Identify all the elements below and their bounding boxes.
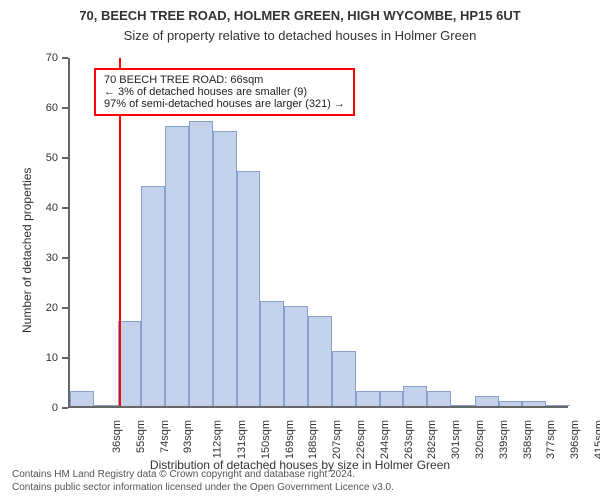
ytick-label: 60	[32, 102, 58, 114]
xtick-label: 169sqm	[284, 420, 296, 459]
histogram-bar	[213, 131, 237, 406]
histogram-bar	[403, 386, 427, 406]
histogram-bar	[499, 401, 523, 406]
histogram-bar	[94, 405, 118, 406]
ytick-label: 0	[32, 402, 58, 414]
xtick-label: 131sqm	[236, 420, 248, 459]
xtick-label: 93sqm	[182, 420, 194, 453]
info-box-line: 70 BEECH TREE ROAD: 66sqm	[104, 74, 345, 86]
xtick-label: 320sqm	[474, 420, 486, 459]
histogram-bar	[284, 306, 308, 406]
title-line-2: Size of property relative to detached ho…	[0, 28, 600, 43]
footer-attribution: Contains HM Land Registry data © Crown c…	[12, 469, 394, 494]
footer-line-2: Contains public sector information licen…	[12, 482, 394, 495]
xtick-label: 301sqm	[450, 420, 462, 459]
xtick-label: 150sqm	[260, 420, 272, 459]
histogram-bar	[165, 126, 189, 406]
ytick-mark	[62, 257, 68, 259]
histogram-bar	[475, 396, 499, 406]
xtick-label: 415sqm	[593, 420, 600, 459]
histogram-bar	[118, 321, 142, 406]
histogram-bar	[332, 351, 356, 406]
ytick-mark	[62, 207, 68, 209]
info-box-line: ← 3% of detached houses are smaller (9)	[104, 86, 345, 98]
xtick-label: 55sqm	[135, 420, 147, 453]
plot-area: 70 BEECH TREE ROAD: 66sqm← 3% of detache…	[68, 58, 568, 408]
xtick-label: 282sqm	[427, 420, 439, 459]
xtick-label: 188sqm	[308, 420, 320, 459]
histogram-bar	[380, 391, 404, 406]
ytick-label: 30	[32, 252, 58, 264]
title-line-1: 70, BEECH TREE ROAD, HOLMER GREEN, HIGH …	[0, 8, 600, 23]
histogram-bar	[70, 391, 94, 406]
property-info-box: 70 BEECH TREE ROAD: 66sqm← 3% of detache…	[94, 68, 355, 116]
ytick-mark	[62, 307, 68, 309]
ytick-mark	[62, 357, 68, 359]
xtick-label: 226sqm	[355, 420, 367, 459]
xtick-label: 263sqm	[403, 420, 415, 459]
ytick-label: 20	[32, 302, 58, 314]
histogram-bar	[260, 301, 284, 406]
xtick-label: 396sqm	[569, 420, 581, 459]
xtick-label: 377sqm	[546, 420, 558, 459]
ytick-label: 70	[32, 52, 58, 64]
histogram-bar	[451, 405, 475, 406]
footer-line-1: Contains HM Land Registry data © Crown c…	[12, 469, 394, 482]
histogram-bar	[427, 391, 451, 406]
xtick-label: 358sqm	[522, 420, 534, 459]
histogram-bar	[356, 391, 380, 406]
histogram-bar	[237, 171, 261, 406]
histogram-bar	[522, 401, 546, 406]
histogram-bar	[189, 121, 213, 406]
ytick-mark	[62, 57, 68, 59]
ytick-label: 10	[32, 352, 58, 364]
chart-container: 70, BEECH TREE ROAD, HOLMER GREEN, HIGH …	[0, 0, 600, 500]
histogram-bar	[141, 186, 165, 406]
histogram-bar	[308, 316, 332, 406]
xtick-label: 339sqm	[498, 420, 510, 459]
ytick-mark	[62, 407, 68, 409]
xtick-label: 207sqm	[331, 420, 343, 459]
xtick-label: 74sqm	[159, 420, 171, 453]
ytick-mark	[62, 107, 68, 109]
xtick-label: 36sqm	[111, 420, 123, 453]
ytick-mark	[62, 157, 68, 159]
histogram-bar	[546, 405, 570, 406]
info-box-line: 97% of semi-detached houses are larger (…	[104, 98, 345, 110]
xtick-label: 112sqm	[211, 420, 223, 458]
ytick-label: 40	[32, 202, 58, 214]
xtick-label: 244sqm	[379, 420, 391, 459]
ytick-label: 50	[32, 152, 58, 164]
